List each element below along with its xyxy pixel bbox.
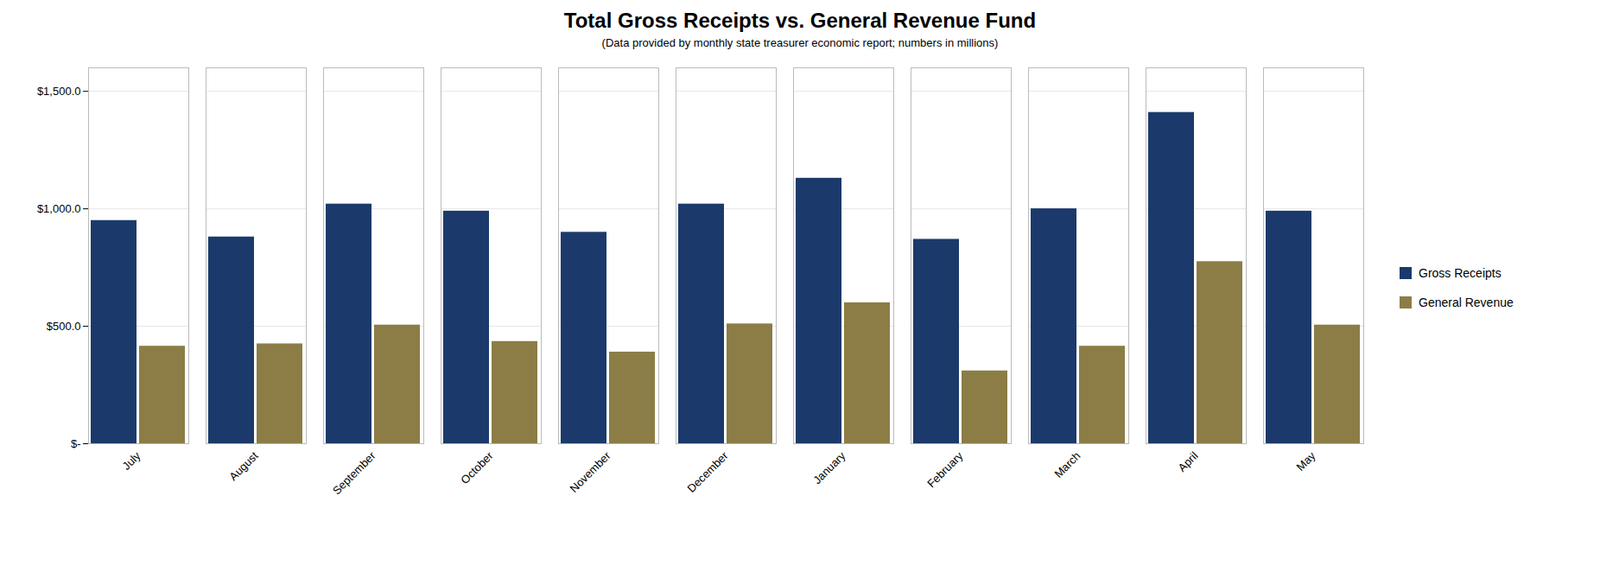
svg-text:$500.0: $500.0 bbox=[46, 319, 82, 333]
svg-text:April: April bbox=[1175, 449, 1201, 475]
html-text:General Revenue: General Revenue bbox=[1418, 295, 1514, 310]
svg-text:$1,500.0: $1,500.0 bbox=[37, 84, 82, 98]
svg-text:$-: $- bbox=[70, 437, 82, 451]
svg-text:January: January bbox=[810, 448, 849, 487]
svg-text:May: May bbox=[1294, 448, 1319, 473]
svg-text:February: February bbox=[924, 448, 966, 490]
svg-text:March: March bbox=[1051, 449, 1083, 481]
svg-text:August: August bbox=[226, 449, 261, 483]
html-text:Total Gross Receipts vs. Gener: Total Gross Receipts vs. General Revenue… bbox=[563, 8, 1037, 32]
svg-text:October: October bbox=[457, 448, 496, 487]
svg-text:September: September bbox=[330, 448, 379, 497]
svg-text:November: November bbox=[567, 448, 614, 495]
svg-text:December: December bbox=[685, 448, 731, 495]
svg-text:July: July bbox=[120, 448, 144, 472]
html-text:Gross Receipts: Gross Receipts bbox=[1418, 266, 1502, 280]
html-text:(Data provided by monthly stat: (Data provided by monthly state treasure… bbox=[601, 36, 999, 50]
svg-text:$1,000.0: $1,000.0 bbox=[37, 202, 82, 216]
